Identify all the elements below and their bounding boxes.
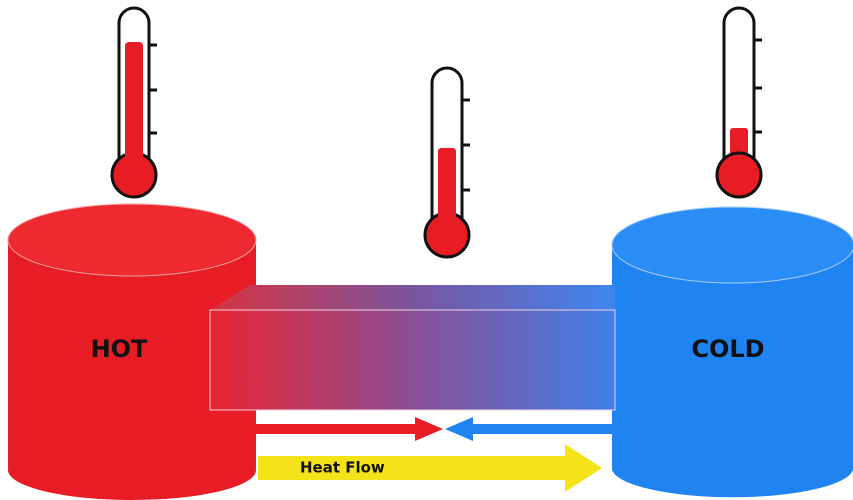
heat-flow-arrow: Heat Flow [258, 444, 602, 492]
hot-label: HOT [91, 335, 148, 363]
thermometer [112, 8, 157, 197]
cold-label: COLD [691, 335, 764, 363]
blue-arrow [445, 417, 615, 441]
red-arrow [256, 417, 443, 441]
rod [210, 285, 615, 410]
diagram: Heat Flow HOT COLD [0, 0, 853, 500]
thermometer [425, 68, 470, 257]
heat-flow-label: Heat Flow [300, 459, 385, 477]
thermometer [717, 8, 762, 197]
